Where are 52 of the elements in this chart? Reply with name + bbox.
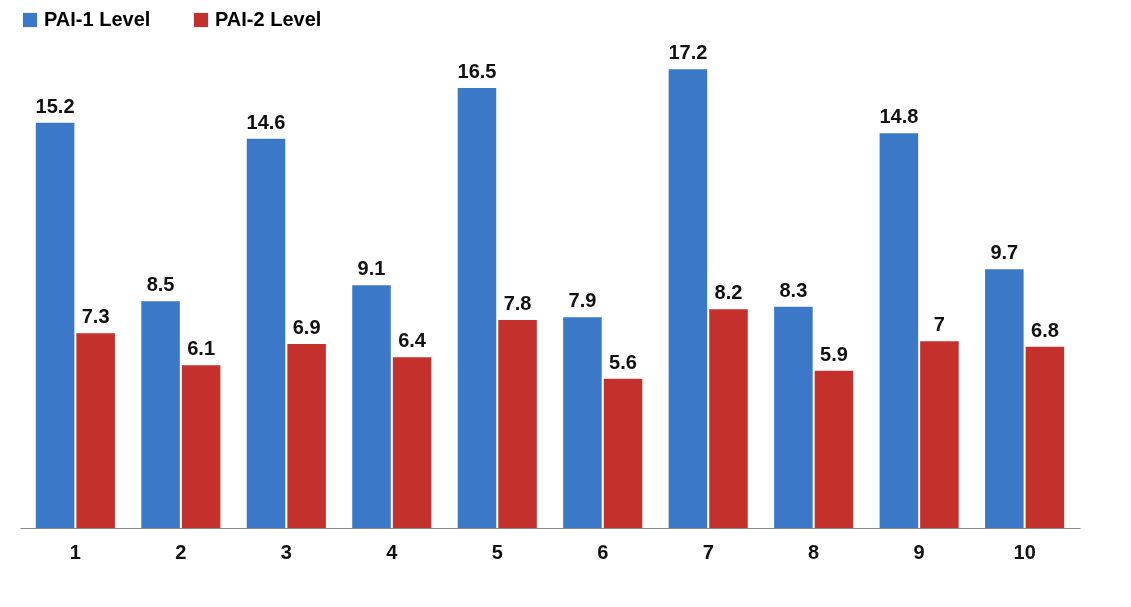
data-label: 8.5	[146, 273, 175, 296]
bar	[985, 269, 1024, 528]
bar	[920, 341, 959, 528]
bar	[141, 301, 180, 528]
data-label: 5.6	[609, 350, 637, 373]
bar	[35, 122, 75, 528]
x-tick-label: 7	[702, 540, 714, 563]
x-tick-label: 6	[597, 540, 609, 563]
data-label: 8.2	[714, 281, 743, 304]
x-tick-label: 9	[913, 540, 925, 563]
bar	[392, 357, 432, 528]
bar	[181, 365, 221, 528]
data-label: 14.8	[879, 105, 919, 128]
bar	[814, 370, 854, 528]
data-label: 7.8	[503, 292, 532, 314]
x-tick-label: 8	[808, 540, 820, 563]
data-label: 9.1	[357, 257, 386, 280]
bar	[1025, 346, 1065, 528]
x-tick-label: 4	[386, 540, 399, 563]
data-label: 5.9	[820, 342, 848, 365]
bar	[879, 133, 919, 528]
bar	[287, 344, 326, 528]
data-label: 15.2	[35, 94, 75, 117]
bar	[352, 285, 391, 528]
data-label: 7.3	[81, 305, 110, 328]
bar	[709, 309, 748, 528]
data-label: 6.9	[292, 316, 321, 338]
bar	[603, 378, 643, 528]
x-tick-label: 3	[280, 540, 292, 563]
bar	[774, 306, 813, 528]
data-label: 16.5	[457, 60, 497, 82]
bar	[498, 320, 537, 528]
bar	[457, 88, 497, 528]
data-label: 6.4	[398, 329, 427, 352]
legend-label: PAI-2 Level	[215, 8, 322, 30]
data-label: 7.9	[568, 289, 597, 312]
data-label: 9.7	[990, 241, 1019, 264]
x-tick-label: 2	[175, 540, 187, 563]
data-label: 6.8	[1031, 318, 1059, 341]
data-label: 8.3	[779, 278, 808, 301]
bar	[668, 69, 708, 528]
x-tick-label: 10	[1013, 540, 1036, 563]
legend-label: PAI-1 Level	[44, 8, 151, 30]
bar	[76, 333, 115, 528]
data-label: 14.6	[246, 110, 286, 133]
x-tick-label: 5	[491, 540, 503, 563]
data-label: 7	[933, 313, 945, 336]
data-label: 17.2	[668, 41, 708, 64]
data-label: 6.1	[187, 337, 216, 360]
bar	[563, 317, 602, 528]
bar	[246, 138, 286, 528]
x-tick-label: 1	[69, 540, 81, 563]
